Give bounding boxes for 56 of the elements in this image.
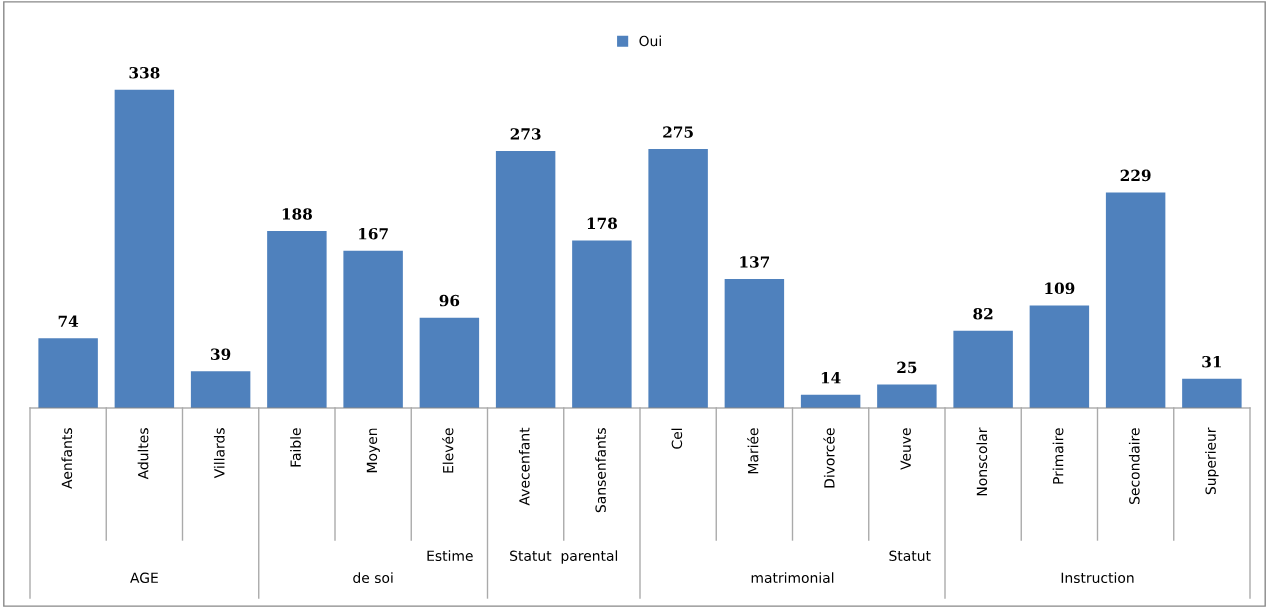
data-label: 178: [587, 217, 617, 230]
x-tick-label: Secondaire: [1128, 428, 1140, 504]
data-label: 39: [211, 348, 231, 360]
data-label: 74: [58, 315, 79, 327]
x-tick-label: Mariée: [747, 428, 759, 474]
text: Estime: [427, 550, 473, 562]
bar: [1029, 305, 1090, 408]
x-tick-label: Veuve: [900, 428, 911, 470]
text: Statut parental: [510, 550, 618, 564]
x-tick-label: Avecenfant: [518, 427, 530, 506]
bar: [877, 384, 937, 408]
bar: [800, 394, 861, 408]
text: AGE: [130, 572, 158, 584]
data-label: 137: [740, 256, 770, 268]
x-tick-label: Nonscolar: [976, 427, 988, 496]
legend-label: Oui: [639, 35, 661, 47]
text: matrimonial: [751, 572, 834, 584]
bar: [495, 151, 556, 408]
x-tick-label: Divorcée: [823, 428, 835, 488]
x-tick-label: Faible: [290, 428, 301, 467]
x-tick-label: Elevée: [442, 428, 454, 473]
bar: [1105, 192, 1166, 408]
x-tick-label: Adultes: [137, 428, 149, 480]
x-tick-label: Villards: [213, 428, 225, 479]
data-label: 273: [510, 128, 541, 140]
bar: [343, 250, 403, 408]
bar: [190, 371, 251, 408]
bar: [38, 338, 98, 408]
x-tick-label: Superieur: [1205, 427, 1219, 495]
data-label: 14: [821, 371, 841, 384]
data-label: 25: [897, 361, 917, 374]
data-label: 82: [973, 307, 993, 320]
data-label: 275: [663, 126, 693, 138]
text: Statut: [889, 550, 931, 562]
x-tick-label: Sansenfants: [595, 428, 606, 513]
bar: [1182, 378, 1242, 408]
data-label: 96: [439, 294, 460, 307]
data-label: 31: [1202, 355, 1221, 368]
bar: [953, 330, 1013, 408]
data-label: 109: [1045, 282, 1075, 295]
x-tick-label: Aenfants: [61, 428, 73, 489]
data-label: 229: [1120, 169, 1151, 182]
x-tick-label: Cel: [671, 428, 683, 449]
data-label: 167: [359, 227, 388, 240]
bar: [114, 89, 175, 408]
bar: [724, 279, 785, 408]
x-tick-label: Primaire: [1052, 428, 1064, 484]
bar: [419, 317, 480, 408]
data-label: 338: [129, 66, 160, 79]
text: de soi: [353, 572, 393, 584]
data-label: 188: [282, 208, 312, 220]
bar: [572, 240, 632, 408]
bar: [648, 149, 708, 408]
x-tick-label: Moyen: [366, 428, 380, 473]
text: Instruction: [1061, 572, 1134, 584]
bar: [267, 231, 327, 408]
